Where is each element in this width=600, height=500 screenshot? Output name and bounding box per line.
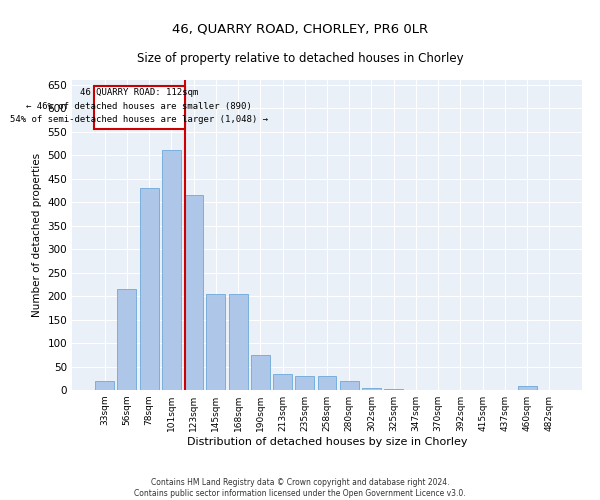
Bar (273, 374, 292, 390)
FancyBboxPatch shape (94, 86, 185, 130)
Bar (251, 355, 270, 390)
Bar (384, 388, 403, 390)
Text: Contains HM Land Registry data © Crown copyright and database right 2024.
Contai: Contains HM Land Registry data © Crown c… (134, 478, 466, 498)
Bar (95, 380, 114, 390)
Bar (295, 376, 314, 390)
X-axis label: Distribution of detached houses by size in Chorley: Distribution of detached houses by size … (187, 437, 467, 447)
Bar (184, 195, 203, 390)
Bar (140, 188, 158, 390)
Bar (162, 150, 181, 390)
Y-axis label: Number of detached properties: Number of detached properties (32, 153, 42, 317)
Text: Size of property relative to detached houses in Chorley: Size of property relative to detached ho… (137, 52, 463, 65)
Text: 46 QUARRY ROAD: 112sqm: 46 QUARRY ROAD: 112sqm (80, 88, 198, 97)
Bar (118, 289, 136, 390)
Text: 54% of semi-detached houses are larger (1,048) →: 54% of semi-detached houses are larger (… (10, 116, 268, 124)
Bar (340, 380, 359, 390)
Text: ← 46% of detached houses are smaller (890): ← 46% of detached houses are smaller (89… (26, 102, 252, 110)
Bar (518, 386, 536, 390)
Bar (317, 376, 337, 390)
Bar (206, 294, 225, 390)
Bar (362, 388, 381, 390)
Bar (229, 294, 248, 390)
Text: 46, QUARRY ROAD, CHORLEY, PR6 0LR: 46, QUARRY ROAD, CHORLEY, PR6 0LR (172, 22, 428, 35)
